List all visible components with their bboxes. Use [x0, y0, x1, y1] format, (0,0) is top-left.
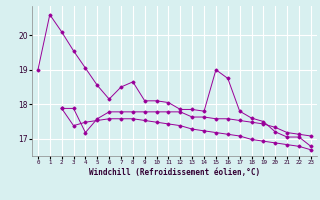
X-axis label: Windchill (Refroidissement éolien,°C): Windchill (Refroidissement éolien,°C)	[89, 168, 260, 177]
